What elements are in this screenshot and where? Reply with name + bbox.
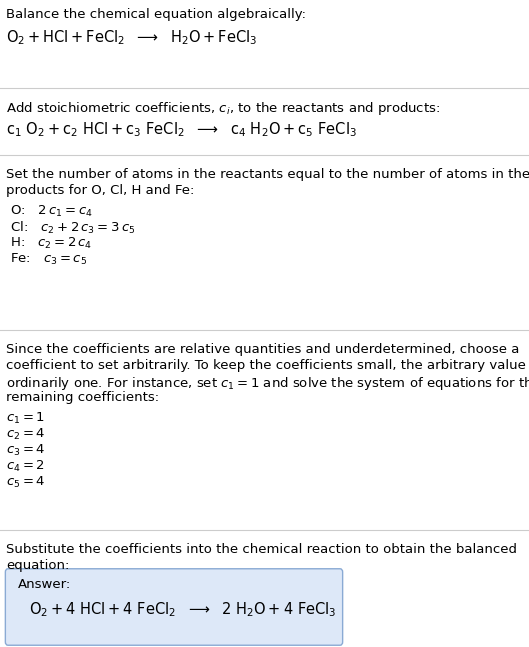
- Text: $\mathrm{O_2 + HCl + FeCl_2 \ \ \longrightarrow \ \ H_2O + FeCl_3}$: $\mathrm{O_2 + HCl + FeCl_2 \ \ \longrig…: [6, 28, 258, 47]
- Text: $c_3 = 4$: $c_3 = 4$: [6, 443, 46, 458]
- Text: $c_5 = 4$: $c_5 = 4$: [6, 475, 46, 490]
- Text: equation:: equation:: [6, 559, 70, 572]
- Text: remaining coefficients:: remaining coefficients:: [6, 391, 159, 404]
- Text: Since the coefficients are relative quantities and underdetermined, choose a: Since the coefficients are relative quan…: [6, 343, 519, 356]
- Text: $c_4 = 2$: $c_4 = 2$: [6, 459, 45, 474]
- Text: H:   $c_2 = 2\, c_4$: H: $c_2 = 2\, c_4$: [6, 236, 93, 251]
- Text: Substitute the coefficients into the chemical reaction to obtain the balanced: Substitute the coefficients into the che…: [6, 543, 517, 556]
- Text: ordinarily one. For instance, set $c_1 = 1$ and solve the system of equations fo: ordinarily one. For instance, set $c_1 =…: [6, 375, 529, 392]
- Text: Add stoichiometric coefficients, $c_i$, to the reactants and products:: Add stoichiometric coefficients, $c_i$, …: [6, 100, 441, 117]
- Text: Fe:   $c_3 = c_5$: Fe: $c_3 = c_5$: [6, 252, 87, 267]
- Text: $c_1 = 1$: $c_1 = 1$: [6, 411, 45, 426]
- Text: Balance the chemical equation algebraically:: Balance the chemical equation algebraica…: [6, 8, 306, 21]
- Text: Set the number of atoms in the reactants equal to the number of atoms in the: Set the number of atoms in the reactants…: [6, 168, 529, 181]
- Text: $\mathrm{c_1 \ O_2 + c_2 \ HCl + c_3 \ FeCl_2 \ \ \longrightarrow \ \ c_4 \ H_2O: $\mathrm{c_1 \ O_2 + c_2 \ HCl + c_3 \ F…: [6, 120, 357, 138]
- FancyBboxPatch shape: [5, 569, 343, 645]
- Text: $\mathrm{O_2 + 4\ HCl + 4\ FeCl_2 \ \ \longrightarrow \ \ 2\ H_2O + 4\ FeCl_3}$: $\mathrm{O_2 + 4\ HCl + 4\ FeCl_2 \ \ \l…: [29, 600, 336, 619]
- Text: O:   $2\, c_1 = c_4$: O: $2\, c_1 = c_4$: [6, 204, 93, 219]
- Text: Cl:   $c_2 + 2\, c_3 = 3\, c_5$: Cl: $c_2 + 2\, c_3 = 3\, c_5$: [6, 220, 135, 236]
- Text: Answer:: Answer:: [17, 578, 71, 591]
- Text: coefficient to set arbitrarily. To keep the coefficients small, the arbitrary va: coefficient to set arbitrarily. To keep …: [6, 359, 529, 372]
- Text: products for O, Cl, H and Fe:: products for O, Cl, H and Fe:: [6, 184, 195, 197]
- Text: $c_2 = 4$: $c_2 = 4$: [6, 427, 46, 442]
